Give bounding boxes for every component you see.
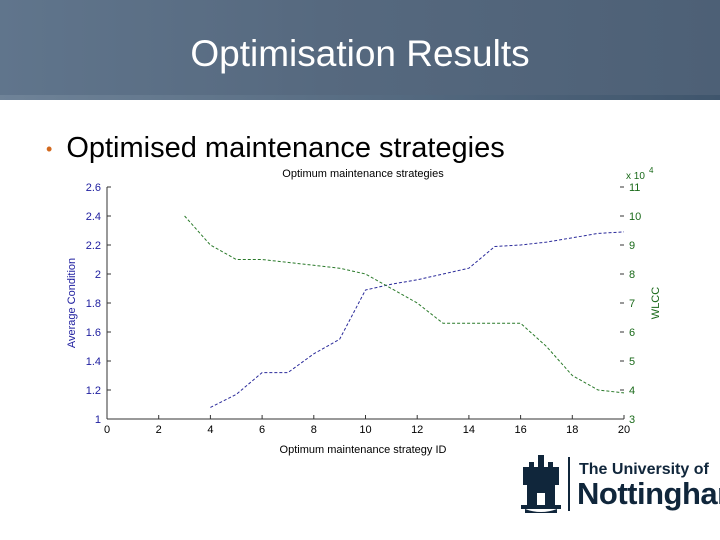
y-left-axis-label: Average Condition [66, 258, 78, 348]
y-right-tick-label: 3 [629, 414, 635, 426]
x-tick-label: 4 [207, 424, 213, 436]
y-right-tick-label: 10 [629, 211, 641, 223]
chart-title: Optimum maintenance strategies [282, 168, 444, 180]
title-banner: Optimisation Results [0, 0, 720, 100]
university-logo: The University of Nottingham [517, 455, 720, 515]
dual-axis-line-chart: 0 2 4 6 8 10 12 14 16 18 20 1 1.2 1.4 1.6 1.8 2 2.2 2.4 2.… [66, 166, 662, 456]
y-left-tick-label: 2 [95, 269, 101, 281]
y-right-tick-label: 8 [629, 269, 635, 281]
y-right-tick-label: 9 [629, 240, 635, 252]
x-axis-label: Optimum maintenance strategy ID [280, 444, 447, 456]
y-right-tick-label: 4 [629, 385, 635, 397]
page-title: Optimisation Results [190, 33, 530, 74]
x-tick-label: 2 [156, 424, 162, 436]
series-layer [184, 215, 625, 408]
y-right-ticks: 3 4 5 6 7 8 9 10 11 [620, 182, 641, 426]
y-right-tick-label: 7 [629, 298, 635, 310]
bullet-dot-icon: • [46, 138, 53, 159]
x-ticks: 0 2 4 6 8 10 12 14 16 18 20 [104, 415, 630, 436]
y-left-tick-label: 2.2 [86, 240, 101, 252]
y-left-tick-label: 1.4 [86, 356, 101, 368]
y-right-tick-label: 6 [629, 327, 635, 339]
x-tick-label: 8 [311, 424, 317, 436]
logo-line-1: The University of [579, 461, 709, 478]
y-left-tick-label: 2.6 [86, 182, 101, 194]
y-left-ticks: 1 1.2 1.4 1.6 1.8 2 2.2 2.4 2.6 [86, 182, 111, 426]
y-left-tick-label: 1 [95, 414, 101, 426]
plot-area [107, 187, 624, 419]
right-axis-multiplier: x 10 [626, 171, 645, 182]
x-tick-label: 10 [359, 424, 371, 436]
castle-crest-icon [521, 455, 561, 513]
y-left-tick-label: 2.4 [86, 211, 101, 223]
y-left-tick-label: 1.6 [86, 327, 101, 339]
x-tick-label: 20 [618, 424, 630, 436]
y-left-tick-label: 1.8 [86, 298, 101, 310]
logo-divider [568, 457, 570, 511]
y-right-axis-label: WLCC [650, 287, 662, 319]
logo-line-2: Nottingham [577, 476, 720, 511]
bullet-text: Optimised maintenance strategies [66, 132, 505, 164]
x-tick-label: 16 [514, 424, 526, 436]
bullet-item: • Optimised maintenance strategies [46, 132, 505, 165]
y-right-tick-label: 11 [629, 182, 640, 194]
y-left-tick-label: 1.2 [86, 385, 101, 397]
x-tick-label: 0 [104, 424, 110, 436]
x-tick-label: 14 [463, 424, 475, 436]
x-tick-label: 6 [259, 424, 265, 436]
y-right-tick-label: 5 [629, 356, 635, 368]
series-line-left [210, 231, 625, 408]
right-axis-exponent: 4 [649, 166, 654, 175]
x-tick-label: 12 [411, 424, 423, 436]
x-tick-label: 18 [566, 424, 578, 436]
